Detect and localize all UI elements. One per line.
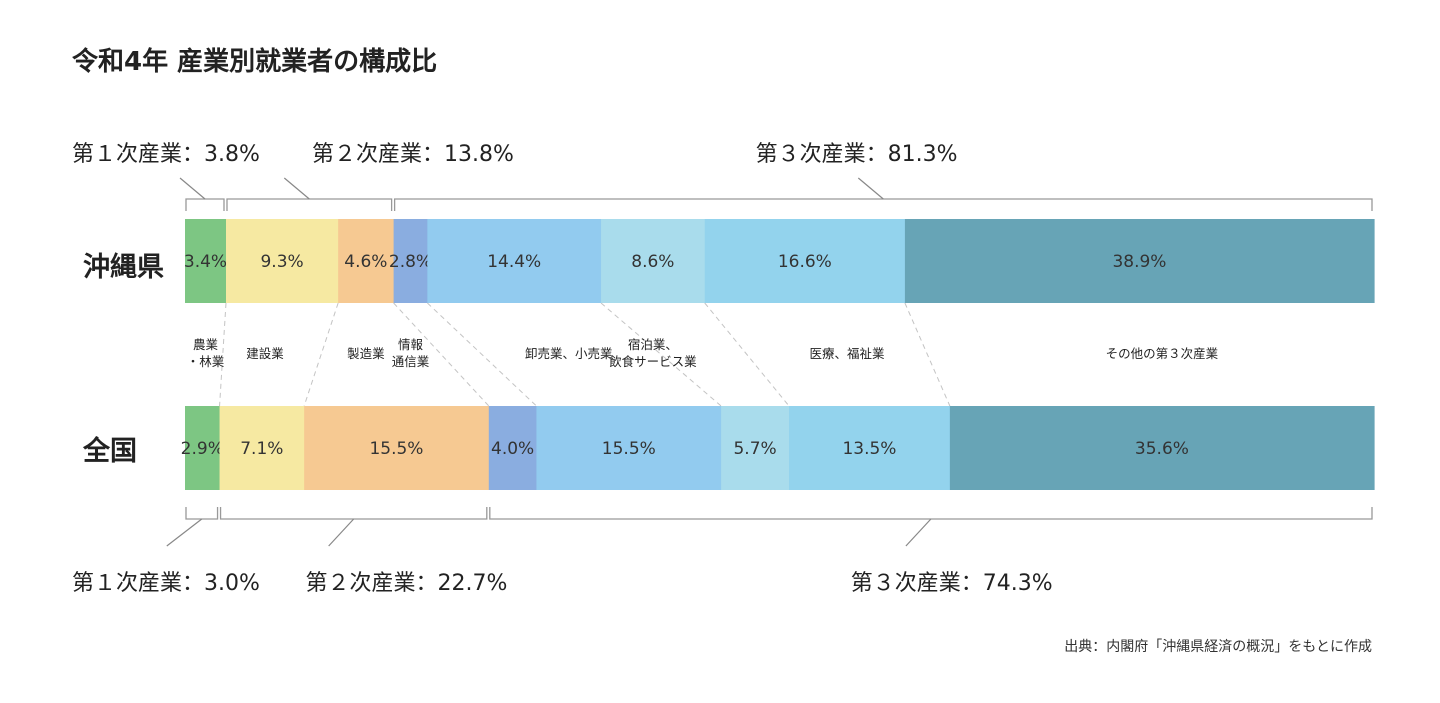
industry-label: その他の第３次産業 bbox=[1106, 346, 1219, 361]
bar-segment bbox=[185, 406, 221, 490]
callout-line bbox=[905, 518, 932, 547]
row-label-okinawa: 沖縄県 bbox=[83, 252, 164, 283]
sector-brackets: 第１次産業：3.8% 第２次産業：13.8% 第３次産業：81.3% 第１次産業：3.… bbox=[72, 142, 1373, 596]
data-label: 3.4% bbox=[184, 252, 227, 272]
bar-segment bbox=[721, 406, 790, 490]
sector-label: 第１次産業：3.8% bbox=[72, 142, 260, 167]
bracket bbox=[219, 507, 488, 520]
data-label: 7.1% bbox=[240, 439, 283, 459]
industry-label: 建設業 bbox=[246, 346, 284, 361]
bar-segment bbox=[304, 406, 490, 490]
connector-line bbox=[427, 302, 537, 407]
industry-label: 医療、福祉業 bbox=[809, 346, 885, 361]
industry-label: 飲食サービス業 bbox=[609, 354, 697, 369]
data-label: 38.9% bbox=[1112, 252, 1166, 272]
bar-segment bbox=[601, 219, 706, 303]
bracket bbox=[489, 507, 1373, 520]
data-label: 8.6% bbox=[631, 252, 674, 272]
bar-segment bbox=[488, 406, 538, 490]
sector-label: 第２次産業：22.7% bbox=[306, 571, 508, 596]
data-label: 2.8% bbox=[389, 252, 432, 272]
sector-label: 第３次産業：74.3% bbox=[851, 571, 1053, 596]
data-label: 4.6% bbox=[344, 252, 387, 272]
data-label: 13.5% bbox=[842, 439, 896, 459]
bracket bbox=[185, 507, 219, 520]
data-label: 5.7% bbox=[733, 439, 776, 459]
industry-label: 製造業 bbox=[347, 346, 385, 361]
bar-segment bbox=[226, 219, 339, 303]
industry-label: 卸売業、小売業 bbox=[525, 346, 613, 361]
chart-title: 令和4年 産業別就業者の構成比 bbox=[72, 46, 437, 77]
bar-segment bbox=[393, 219, 428, 303]
bracket bbox=[185, 198, 225, 211]
sector-label: 第２次産業：13.8% bbox=[312, 142, 514, 167]
bar-segment bbox=[949, 406, 1375, 490]
row-label-national: 全国 bbox=[82, 435, 137, 467]
bar-segment bbox=[338, 219, 395, 303]
connector-line bbox=[904, 302, 951, 407]
bars: 3.4% 9.3% 4.6% 2.8% 14.4% 8.6% 16.6% 38.9% 2.9% 7… bbox=[181, 219, 1375, 490]
sector-label: 第３次産業：81.3% bbox=[756, 142, 958, 167]
data-label: 9.3% bbox=[260, 252, 303, 272]
sector-label: 第１次産業：3.0% bbox=[72, 571, 260, 596]
bar-segment bbox=[185, 219, 227, 303]
connector-line bbox=[303, 302, 339, 407]
callout-line bbox=[283, 177, 310, 200]
industry-label: 宿泊業、 bbox=[628, 337, 678, 352]
data-label: 35.6% bbox=[1135, 439, 1189, 459]
bar-segment bbox=[536, 406, 722, 490]
industry-label: 通信業 bbox=[392, 354, 430, 369]
data-label: 2.9% bbox=[181, 439, 224, 459]
data-label: 15.5% bbox=[369, 439, 423, 459]
industry-label: ・林業 bbox=[187, 354, 225, 369]
data-label: 4.0% bbox=[491, 439, 534, 459]
connector-line bbox=[704, 302, 790, 407]
industry-label: 情報 bbox=[398, 337, 424, 352]
callout-line bbox=[328, 518, 355, 547]
bracket bbox=[393, 198, 1373, 211]
callout-line bbox=[179, 177, 206, 200]
bar-segment bbox=[219, 406, 305, 490]
data-label: 16.6% bbox=[778, 252, 832, 272]
callout-line bbox=[166, 518, 203, 547]
bar-segment bbox=[704, 219, 906, 303]
industry-label: 農業 bbox=[193, 337, 219, 352]
bar-segment bbox=[789, 406, 951, 490]
source-note: 出典：内閣府「沖縄県経済の概況」をもとに作成 bbox=[1064, 639, 1372, 655]
data-label: 15.5% bbox=[602, 439, 656, 459]
callout-line bbox=[857, 177, 884, 200]
data-label: 14.4% bbox=[487, 252, 541, 272]
bar-segment bbox=[427, 219, 602, 303]
bar-segment bbox=[904, 219, 1375, 303]
bracket bbox=[226, 198, 393, 211]
